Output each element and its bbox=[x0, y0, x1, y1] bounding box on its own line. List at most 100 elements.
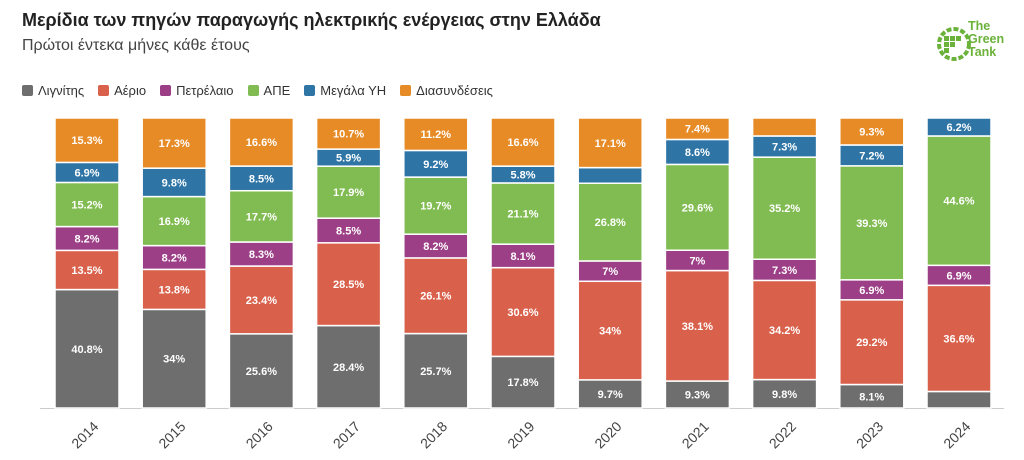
bar-segment bbox=[839, 165, 905, 281]
x-tick-label: 2022 bbox=[766, 418, 799, 451]
data-label: 6.2% bbox=[946, 122, 971, 134]
bar-segment bbox=[751, 279, 818, 381]
data-label: 26.8% bbox=[595, 217, 626, 229]
data-label: 26.1% bbox=[420, 291, 451, 303]
data-label: 40.8% bbox=[71, 344, 102, 356]
bar-segment bbox=[751, 117, 818, 137]
legend-swatch bbox=[247, 85, 259, 96]
bar-segment bbox=[751, 156, 818, 260]
legend-label: Διασυνδέσεις bbox=[416, 83, 493, 98]
legend-item: Αέριο bbox=[98, 83, 146, 98]
data-label: 44.6% bbox=[943, 196, 974, 208]
data-label: 9.8% bbox=[162, 177, 187, 189]
bar-segment bbox=[926, 390, 992, 409]
data-label: 25.7% bbox=[420, 366, 451, 378]
x-tick-label: 2017 bbox=[330, 418, 363, 451]
data-label: 7.2% bbox=[859, 150, 884, 162]
bar-segment bbox=[664, 269, 731, 382]
bar-segment bbox=[315, 117, 382, 150]
data-label: 7.4% bbox=[685, 124, 710, 136]
bar-segment bbox=[664, 117, 731, 141]
data-label: 8.1% bbox=[510, 251, 535, 263]
legend-swatch bbox=[304, 85, 316, 96]
bar-segment bbox=[228, 165, 295, 192]
legend-item: ΑΠΕ bbox=[247, 83, 290, 98]
data-label: 8.5% bbox=[249, 173, 274, 185]
data-label: 8.1% bbox=[859, 391, 884, 403]
x-tick-label: 2018 bbox=[417, 418, 450, 451]
data-label: 25.6% bbox=[246, 366, 277, 378]
x-tick-label: 2016 bbox=[243, 418, 276, 451]
bar-segment bbox=[228, 117, 295, 167]
data-label: 10.7% bbox=[333, 129, 364, 141]
data-label: 36.6% bbox=[943, 333, 974, 345]
data-label: 39.3% bbox=[856, 218, 887, 230]
data-label: 23.4% bbox=[246, 295, 277, 307]
data-label: 8.2% bbox=[162, 252, 187, 264]
x-tick-label: 2021 bbox=[679, 418, 712, 451]
bar-segment bbox=[490, 355, 556, 409]
legend-label: Αέριο bbox=[114, 83, 147, 98]
data-label: 15.3% bbox=[71, 135, 102, 147]
data-label: 29.6% bbox=[682, 202, 713, 214]
bar-segment bbox=[490, 266, 556, 358]
data-label: 9.8% bbox=[772, 389, 797, 401]
data-label: 16.6% bbox=[507, 137, 538, 149]
data-label: 8.2% bbox=[74, 233, 99, 245]
bar-segment bbox=[315, 217, 382, 244]
x-tick-label: 2014 bbox=[68, 418, 101, 451]
bar-segment bbox=[926, 117, 992, 137]
bar-segment bbox=[490, 182, 556, 245]
data-label: 8.3% bbox=[249, 249, 274, 261]
logo-line-2: Green bbox=[968, 32, 1005, 46]
logo-text: The Green Tank bbox=[968, 20, 1004, 59]
data-label: 34.2% bbox=[769, 325, 800, 337]
legend-swatch bbox=[400, 85, 412, 96]
data-label: 16.6% bbox=[246, 137, 277, 149]
legend-item: Λιγνίτης bbox=[22, 83, 84, 98]
data-label: 17.3% bbox=[159, 138, 190, 150]
x-tick-label: 2024 bbox=[940, 418, 973, 451]
bar-segment bbox=[315, 165, 382, 219]
bar-segment bbox=[54, 181, 120, 228]
bar-segment bbox=[315, 324, 382, 409]
bar-segment bbox=[751, 378, 818, 409]
legend-swatch bbox=[22, 85, 33, 96]
bar-segment bbox=[577, 166, 643, 184]
legend-label: Μεγάλα ΥΗ bbox=[320, 83, 387, 98]
data-label: 17.1% bbox=[595, 138, 626, 150]
legend-label: Λιγνίτης bbox=[38, 83, 85, 98]
legend-item: Διασυνδέσεις bbox=[400, 83, 493, 98]
the-green-tank-logo-icon bbox=[937, 27, 971, 61]
data-label: 17.7% bbox=[246, 211, 277, 223]
bar-segment bbox=[141, 117, 207, 169]
bar-segment bbox=[54, 288, 120, 409]
bar-segment bbox=[403, 117, 469, 152]
bar-segment bbox=[228, 333, 295, 409]
chart-legend: Λιγνίτης Αέριο Πετρέλαιο ΑΠΕ Μεγάλα ΥΗ Διασυν… bbox=[22, 83, 493, 98]
x-tick-label: 2015 bbox=[155, 418, 188, 451]
data-label: 29.2% bbox=[856, 337, 887, 349]
data-label: 7% bbox=[689, 255, 705, 267]
bar-segment bbox=[141, 195, 207, 247]
data-label: 8.5% bbox=[336, 225, 361, 237]
data-label: 17.9% bbox=[333, 187, 364, 199]
data-label: 13.8% bbox=[159, 284, 190, 296]
x-tick-label: 2020 bbox=[591, 418, 624, 451]
bar-segment bbox=[403, 332, 469, 409]
data-label: 15.2% bbox=[71, 200, 102, 212]
data-label: 9.3% bbox=[859, 126, 884, 138]
logo-line-3: Tank bbox=[968, 45, 997, 59]
bar-segment bbox=[228, 241, 295, 267]
data-label: 16.9% bbox=[159, 216, 190, 228]
legend-label: Πετρέλαιο bbox=[176, 83, 234, 98]
legend-swatch bbox=[98, 85, 110, 96]
data-label: 21.1% bbox=[507, 209, 538, 221]
bar-segment bbox=[839, 117, 905, 146]
data-label: 17.8% bbox=[507, 377, 538, 389]
data-label: 19.7% bbox=[420, 201, 451, 213]
data-label: 30.6% bbox=[507, 307, 538, 319]
bar-segment bbox=[403, 176, 469, 235]
bar-segment bbox=[141, 167, 207, 198]
data-label: 6.9% bbox=[74, 167, 99, 179]
